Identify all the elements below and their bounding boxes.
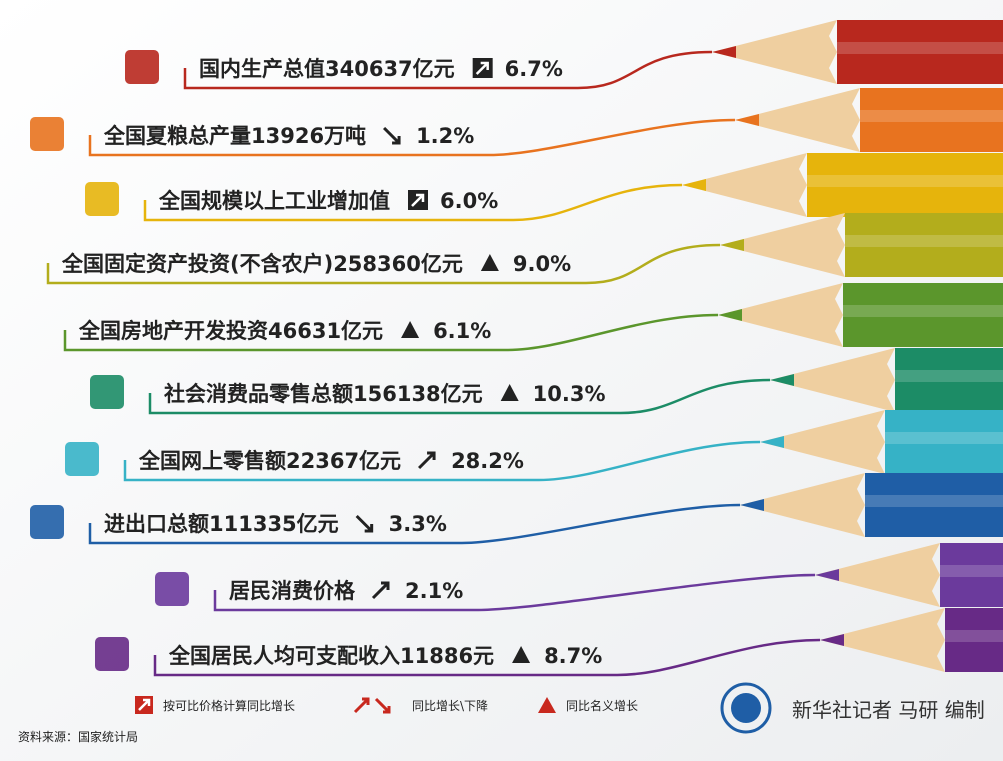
source: 资料来源：国家统计局 [18, 729, 138, 744]
row-change: 9.0% [513, 252, 571, 276]
pencil-shade [860, 110, 1003, 122]
row-icon [90, 375, 124, 409]
row-icon [65, 442, 99, 476]
row-change: 3.3% [389, 512, 447, 536]
logo [731, 693, 761, 723]
row-icon [155, 572, 189, 606]
pencil-shade [945, 630, 1003, 642]
legend-text: 按可比价格计算同比增长 [163, 698, 295, 713]
row-icon [30, 505, 64, 539]
row-change: 6.1% [433, 319, 491, 343]
row-change: 10.3% [533, 382, 606, 406]
credit: 新华社记者 马研 编制 [792, 698, 985, 722]
row-change: 28.2% [451, 449, 524, 473]
row-label: 国内生产总值340637亿元 [199, 57, 455, 81]
row-change: 8.7% [544, 644, 602, 668]
row-label: 全国居民人均可支配收入11886元 [168, 644, 494, 668]
row-icon [85, 182, 119, 216]
row-icon [125, 50, 159, 84]
infographic: 国内生产总值340637亿元 6.7% 全国夏粮总产量13926万吨 1.2% 全国规模… [0, 0, 1003, 761]
pencil-shade [845, 235, 1003, 247]
row-label: 全国夏粮总产量13926万吨 [103, 124, 366, 148]
row-change: 6.7% [505, 57, 563, 81]
pencil-shade [940, 565, 1003, 577]
row-change: 1.2% [416, 124, 474, 148]
row-label: 进出口总额111335亿元 [104, 512, 339, 536]
row-label: 全国规模以上工业增加值 [158, 189, 390, 213]
pencil-shade [837, 42, 1003, 54]
pencil-shade [807, 175, 1003, 187]
row-label: 全国房地产开发投资46631亿元 [78, 319, 383, 343]
row-icon [95, 637, 129, 671]
row-label: 全国固定资产投资(不含农户)258360亿元 [61, 252, 463, 276]
pencil-shade [843, 305, 1003, 317]
row-icon [30, 117, 64, 151]
pencil-shade [895, 370, 1003, 382]
row-label: 社会消费品零售总额156138亿元 [163, 382, 483, 406]
pencil-shade [885, 432, 1003, 444]
pencil-shade [865, 495, 1003, 507]
row-label: 全国网上零售额22367亿元 [138, 449, 401, 473]
row-label: 居民消费价格 [229, 579, 356, 603]
row-change: 2.1% [405, 579, 463, 603]
row-change: 6.0% [440, 189, 498, 213]
legend-text: 同比名义增长 [566, 698, 638, 713]
legend-text: 同比增长\下降 [412, 699, 488, 713]
